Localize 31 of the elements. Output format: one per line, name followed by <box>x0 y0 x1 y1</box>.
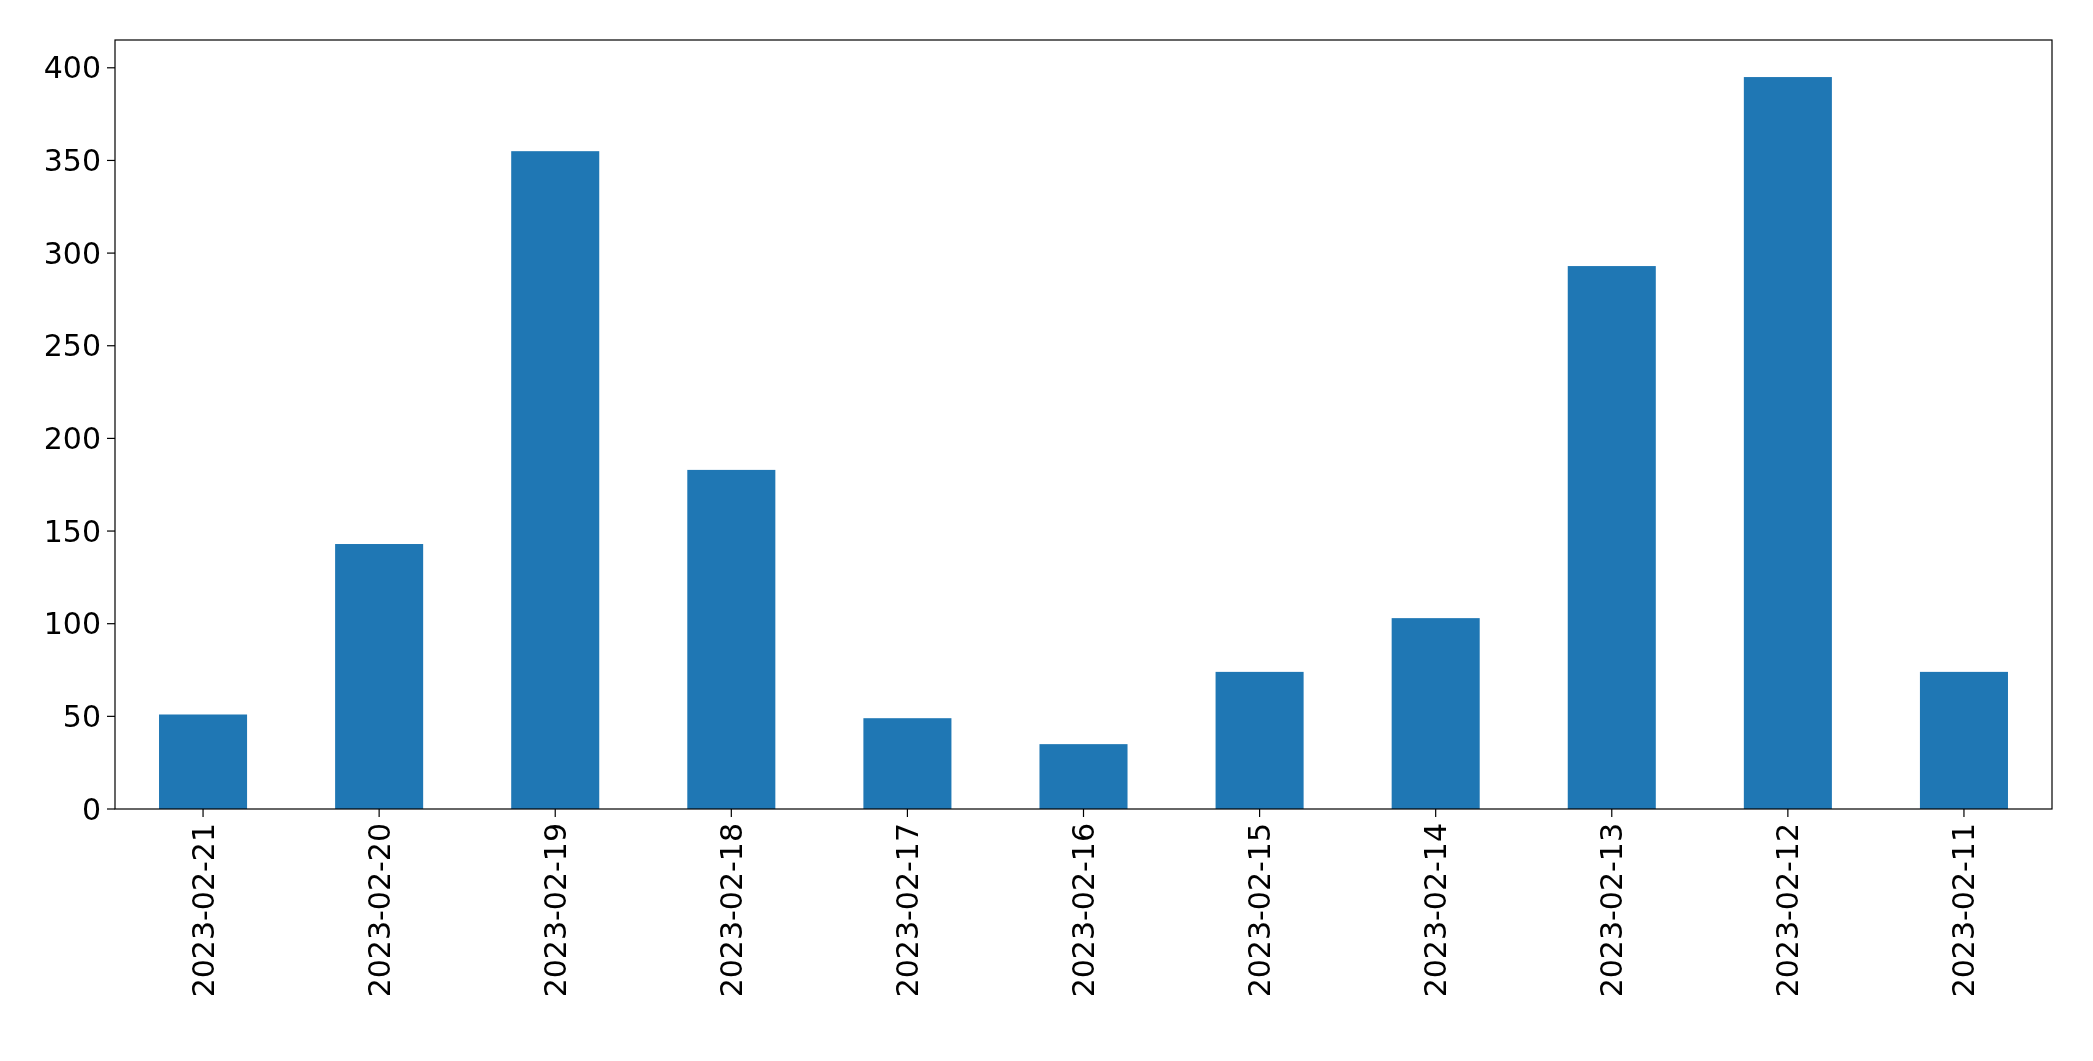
x-tick-label: 2023-02-18 <box>713 823 749 998</box>
x-tick-label: 2023-02-15 <box>1242 823 1278 998</box>
x-tick-label: 2023-02-12 <box>1770 823 1806 998</box>
bar <box>863 718 952 809</box>
x-tick-label: 2023-02-11 <box>1946 823 1982 998</box>
x-tick-label: 2023-02-20 <box>361 823 397 998</box>
bar <box>1567 266 1656 809</box>
bar <box>335 544 424 809</box>
x-tick-label: 2023-02-13 <box>1594 823 1630 998</box>
x-tick-label: 2023-02-19 <box>537 823 573 998</box>
bar <box>159 714 248 809</box>
bar <box>1743 77 1832 809</box>
bar <box>687 469 776 809</box>
x-tick-label: 2023-02-16 <box>1066 823 1101 998</box>
y-tick-label: 350 <box>43 142 101 178</box>
y-tick-label: 0 <box>81 791 101 827</box>
y-tick-label: 100 <box>43 606 101 642</box>
bar <box>1039 744 1128 809</box>
bar <box>1919 671 2008 809</box>
bar <box>511 151 600 809</box>
x-tick-label: 2023-02-21 <box>185 823 221 998</box>
y-tick-label: 250 <box>43 328 101 364</box>
y-tick-label: 400 <box>43 50 101 86</box>
x-tick-label: 2023-02-17 <box>889 823 925 998</box>
y-tick-label: 200 <box>43 420 101 456</box>
y-tick-label: 300 <box>43 235 101 271</box>
y-tick-label: 50 <box>62 698 101 734</box>
bar <box>1215 671 1304 809</box>
y-tick-label: 150 <box>43 513 101 549</box>
x-tick-label: 2023-02-14 <box>1418 823 1454 998</box>
bar <box>1391 618 1480 809</box>
